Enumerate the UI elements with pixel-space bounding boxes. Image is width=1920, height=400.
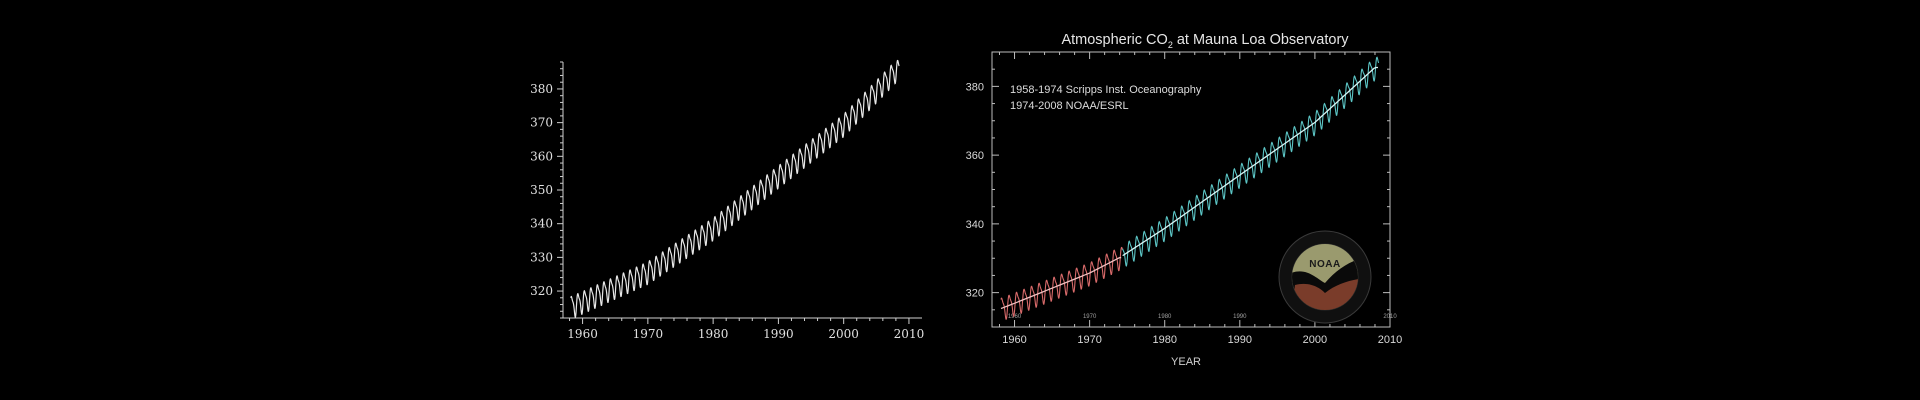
right-x-tick-label-inner: 1970: [1083, 314, 1097, 320]
legend-line-1: 1958-1974 Scripps Inst. Oceanography: [1010, 84, 1202, 96]
left-y-tick-label: 380: [530, 82, 553, 96]
right-chart: Atmospheric CO2 at Mauna Loa Observatory…: [966, 32, 1403, 368]
right-y-tick-label: 380: [966, 81, 984, 93]
left-y-tick-label: 360: [530, 149, 553, 163]
right-x-tick-label-inner: 1960: [1008, 314, 1022, 320]
noaa-logo: NOAA: [1278, 230, 1372, 324]
left-y-tick-label: 370: [530, 116, 553, 130]
right-series: [1000, 56, 1380, 320]
right-x-tick-label: 2000: [1303, 334, 1327, 346]
logo-ring-edge: [1278, 230, 1372, 324]
right-chart-title: Atmospheric CO2 at Mauna Loa Observatory: [1061, 32, 1349, 50]
right-y-tick-label: 340: [966, 219, 984, 231]
left-y-tick-label: 350: [530, 183, 553, 197]
left-y-tick-label: 340: [530, 217, 553, 231]
left-y-ticks: 320 330 340 350 360 370 380: [530, 61, 563, 319]
left-y-tick-label: 320: [530, 284, 553, 298]
left-x-tick-label: 1990: [763, 327, 794, 341]
left-x-tick-label: 1960: [567, 327, 598, 341]
left-chart: 320 330 340 350 360 370 380 1960 1970 1980 1990 20…: [530, 59, 924, 341]
left-y-tick-label: 330: [530, 250, 553, 264]
right-co2-trend-line-1: [1000, 256, 1122, 310]
right-y-tick-label: 320: [966, 288, 984, 300]
left-x-tick-label: 2010: [894, 327, 925, 341]
right-x-tick-label: 2010: [1378, 334, 1402, 346]
right-x-tick-label-inner: 1990: [1233, 314, 1247, 320]
right-x-tick-label: 1970: [1077, 334, 1101, 346]
right-co2-trend-line-2: [1122, 66, 1378, 257]
title-subscript: 2: [1168, 40, 1173, 50]
right-y-ticks: 320 340 360 380: [966, 51, 1390, 328]
right-x-ticks: 1960 1970 1980 1990 2000 2010 1960 1970 1980 1990…: [999, 52, 1402, 346]
right-y-tick-label: 360: [966, 150, 984, 162]
x-axis-label: YEAR: [1171, 356, 1201, 368]
left-x-tick-label: 1970: [633, 327, 664, 341]
left-x-ticks: 1960 1970 1980 1990 2000 2010: [567, 318, 924, 341]
left-x-tick-label: 2000: [828, 327, 859, 341]
right-x-tick-label: 1990: [1228, 334, 1252, 346]
logo-text: NOAA: [1309, 259, 1340, 270]
left-series: [570, 59, 900, 318]
right-x-tick-label: 1960: [1002, 334, 1026, 346]
title-suffix: at Mauna Loa Observatory: [1173, 32, 1349, 48]
left-co2-series-line: [570, 59, 900, 318]
right-x-tick-label-inner: 2010: [1383, 314, 1397, 320]
right-x-tick-label: 1980: [1152, 334, 1176, 346]
right-co2-series-line-1: [1000, 246, 1123, 320]
legend-line-2: 1974-2008 NOAA/ESRL: [1010, 100, 1129, 112]
left-x-tick-label: 1980: [698, 327, 729, 341]
right-x-tick-label-inner: 1980: [1158, 314, 1172, 320]
title-main: Atmospheric CO: [1061, 32, 1167, 48]
